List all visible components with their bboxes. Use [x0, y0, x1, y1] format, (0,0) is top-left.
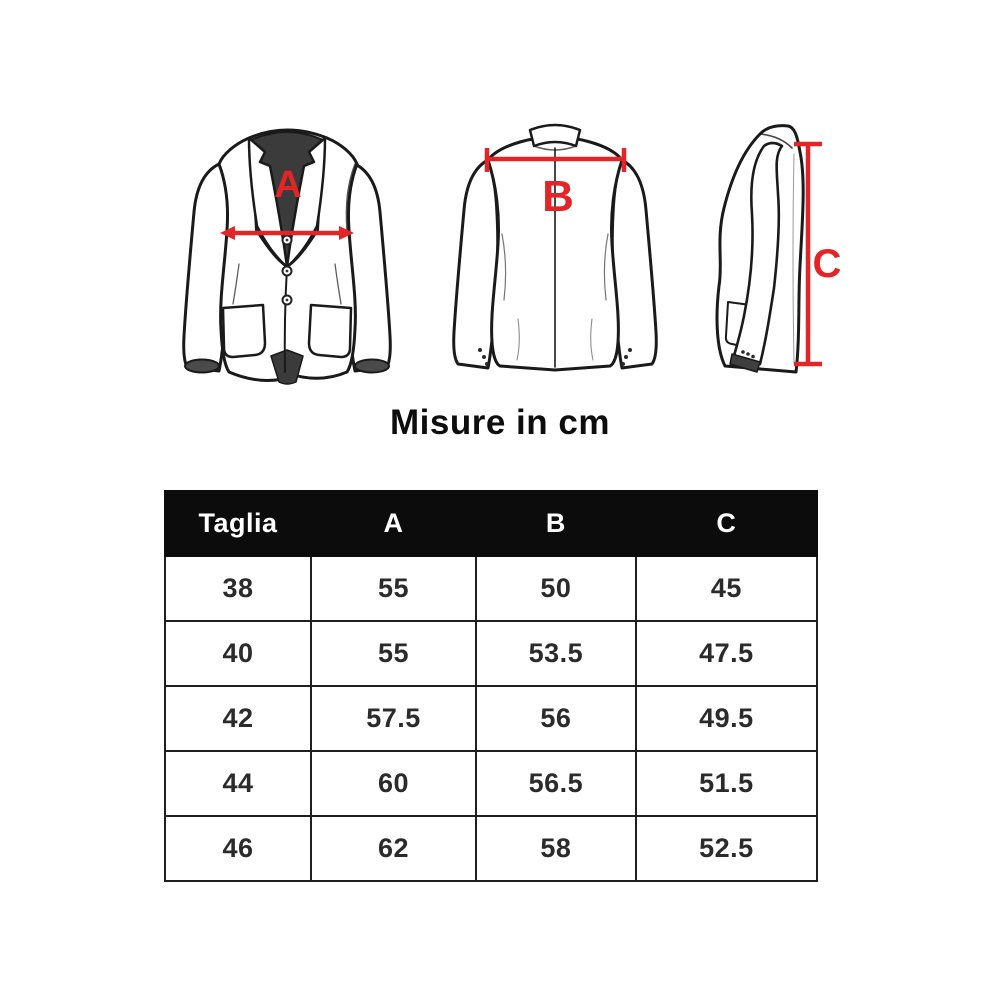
measure-a-label: A	[274, 164, 301, 206]
size-cell: 42	[163, 685, 313, 752]
size-cell: 58	[475, 815, 637, 882]
side-cuff	[729, 353, 761, 373]
size-cell: 62	[310, 815, 477, 882]
front-buttons	[281, 234, 293, 306]
size-cell: 55	[310, 555, 477, 622]
jacket-back-diagram: B	[452, 123, 658, 372]
front-right-cuff	[354, 358, 390, 374]
table-row-size-44: 44 60 56.5 51.5	[163, 750, 819, 817]
front-left-pocket	[221, 303, 267, 359]
column-header-b: B	[475, 490, 637, 557]
measure-b-label: B	[542, 172, 574, 221]
size-cell: 55	[310, 620, 477, 687]
measure-c-label: C	[813, 242, 842, 286]
jacket-side-diagram: C	[715, 124, 842, 374]
size-cell: 56.5	[475, 750, 637, 817]
size-cell: 56	[475, 685, 637, 752]
measure-b-line	[484, 148, 627, 172]
column-header-c: C	[634, 490, 819, 557]
column-header-a: A	[310, 490, 477, 557]
table-row-size-46: 46 62 58 52.5	[163, 815, 819, 882]
measure-a-arrow	[220, 226, 354, 240]
table-row-size-42: 42 57.5 56 49.5	[163, 685, 819, 752]
column-header-taglia: Taglia	[163, 490, 313, 557]
size-cell: 40	[163, 620, 313, 687]
size-cell: 46	[163, 815, 313, 882]
size-cell: 50	[475, 555, 637, 622]
size-cell: 44	[163, 750, 313, 817]
back-cuff-buttons	[478, 348, 632, 366]
size-cell: 51.5	[634, 750, 819, 817]
page-title: Misure in cm	[390, 403, 610, 442]
size-table: Taglia A B C 38 55 50 45 40 55 53.5 47.5…	[163, 490, 819, 882]
table-header-row: Taglia A B C	[163, 490, 819, 557]
front-right-pocket	[307, 303, 353, 359]
measure-c-line	[794, 141, 822, 367]
size-cell: 60	[310, 750, 477, 817]
side-cuff-buttons	[741, 350, 755, 359]
table-row-size-40: 40 55 53.5 47.5	[163, 620, 819, 687]
size-cell: 45	[634, 555, 819, 622]
front-left-cuff	[184, 358, 220, 374]
jacket-side-outline	[715, 124, 805, 374]
front-hem-gap	[270, 349, 304, 385]
size-cell: 57.5	[310, 685, 477, 752]
size-cell: 47.5	[634, 620, 819, 687]
jacket-back-outline	[452, 123, 658, 372]
table-row-size-38: 38 55 50 45	[163, 555, 819, 622]
size-cell: 49.5	[634, 685, 819, 752]
jacket-front-diagram: A	[182, 128, 392, 385]
size-cell: 38	[163, 555, 313, 622]
size-cell: 52.5	[634, 815, 819, 882]
size-cell: 53.5	[475, 620, 637, 687]
jacket-front-outline	[182, 128, 392, 385]
